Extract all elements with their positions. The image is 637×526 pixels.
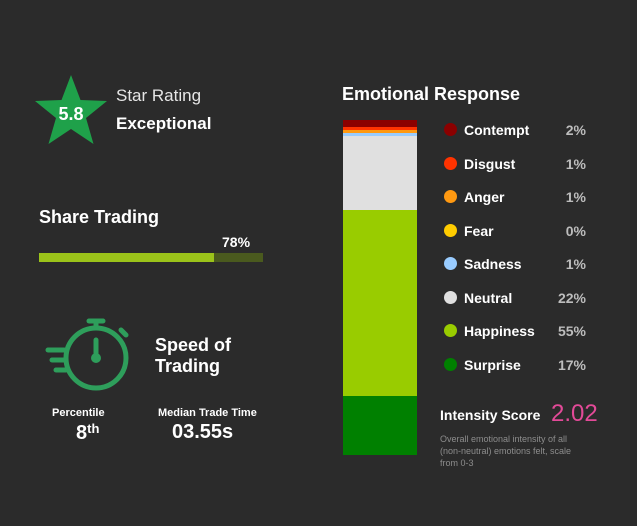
legend-dot-icon bbox=[444, 324, 457, 337]
emotion-name: Sadness bbox=[464, 256, 522, 272]
star-icon bbox=[35, 75, 107, 144]
intensity-score-label: Intensity Score bbox=[440, 407, 541, 423]
legend-dot-icon bbox=[444, 357, 457, 371]
emotion-name: Neutral bbox=[464, 289, 513, 306]
emotion-value: 2% bbox=[565, 122, 586, 138]
emotion-name: Fear bbox=[464, 222, 494, 239]
share-trading-percent: 78% bbox=[222, 234, 251, 250]
emotion-value: 55% bbox=[557, 323, 586, 339]
emotion-stacked-bar bbox=[343, 120, 417, 455]
star-rating-value: 5.8 bbox=[58, 104, 84, 124]
emotion-bar-segment-anger bbox=[343, 130, 417, 133]
emotion-legend-row: Sadness 1% bbox=[444, 254, 594, 274]
emotion-legend-row: Surprise 17% bbox=[444, 355, 594, 375]
star-rating-label: Star Rating bbox=[116, 86, 202, 105]
emotion-legend-row: Fear 0% bbox=[444, 221, 594, 241]
percentile-label: Percentile bbox=[52, 407, 105, 419]
emotion-value: 17% bbox=[557, 356, 586, 373]
emotion-value: 0% bbox=[565, 222, 586, 239]
legend-dot-icon bbox=[444, 123, 457, 136]
intensity-score-value: 2.02 bbox=[551, 400, 598, 427]
emotion-name: Happiness bbox=[464, 323, 535, 339]
percentile-value: 8th bbox=[76, 421, 99, 445]
percentile-number: 8 bbox=[76, 422, 88, 444]
emotion-name: Anger bbox=[464, 189, 505, 205]
legend-dot-icon bbox=[444, 257, 457, 270]
emotion-legend-row: Anger 1% bbox=[444, 187, 594, 207]
emotion-bar-segment-contempt bbox=[343, 120, 417, 127]
intensity-score-description: Overall emotional intensity of all (non-… bbox=[440, 434, 572, 468]
emotion-bar-segment-sadness bbox=[343, 133, 417, 136]
emotion-value: 1% bbox=[565, 155, 586, 172]
emotion-legend-row: Disgust 1% bbox=[444, 154, 594, 174]
share-trading-progress-bar bbox=[39, 253, 263, 262]
percentile-suffix: th bbox=[87, 421, 100, 436]
emotion-legend-row: Happiness 55% bbox=[444, 321, 594, 341]
legend-dot-icon bbox=[444, 223, 457, 237]
median-trade-time-label: Median Trade Time bbox=[158, 407, 257, 419]
emotion-bar-segment-disgust bbox=[343, 127, 417, 130]
emotion-legend-row: Contempt 2% bbox=[444, 120, 594, 140]
share-trading-title: Share Trading bbox=[39, 207, 160, 227]
median-trade-time-value: 03.55s bbox=[172, 421, 234, 443]
legend-dot-icon bbox=[444, 156, 457, 170]
emotion-bar-segment-happiness bbox=[343, 210, 417, 396]
emotion-bar-segment-surprise bbox=[343, 396, 417, 455]
emotional-response-title: Emotional Response bbox=[342, 84, 521, 104]
emotion-name: Disgust bbox=[464, 155, 516, 172]
share-trading-progress-fill bbox=[39, 253, 214, 262]
stopwatch-icon bbox=[45, 318, 129, 391]
legend-dot-icon bbox=[444, 290, 457, 304]
speed-of-trading-title: Speed of Trading bbox=[155, 335, 232, 376]
emotion-legend-row: Neutral 22% bbox=[444, 288, 594, 308]
emotion-name: Contempt bbox=[464, 122, 530, 138]
emotion-value: 1% bbox=[565, 189, 586, 205]
star-rating-word: Exceptional bbox=[116, 114, 212, 133]
emotion-value: 22% bbox=[557, 289, 586, 306]
emotion-value: 1% bbox=[565, 256, 586, 272]
emotion-name: Surprise bbox=[464, 356, 521, 373]
emotion-bar-segment-neutral bbox=[343, 136, 417, 210]
legend-dot-icon bbox=[444, 190, 457, 203]
